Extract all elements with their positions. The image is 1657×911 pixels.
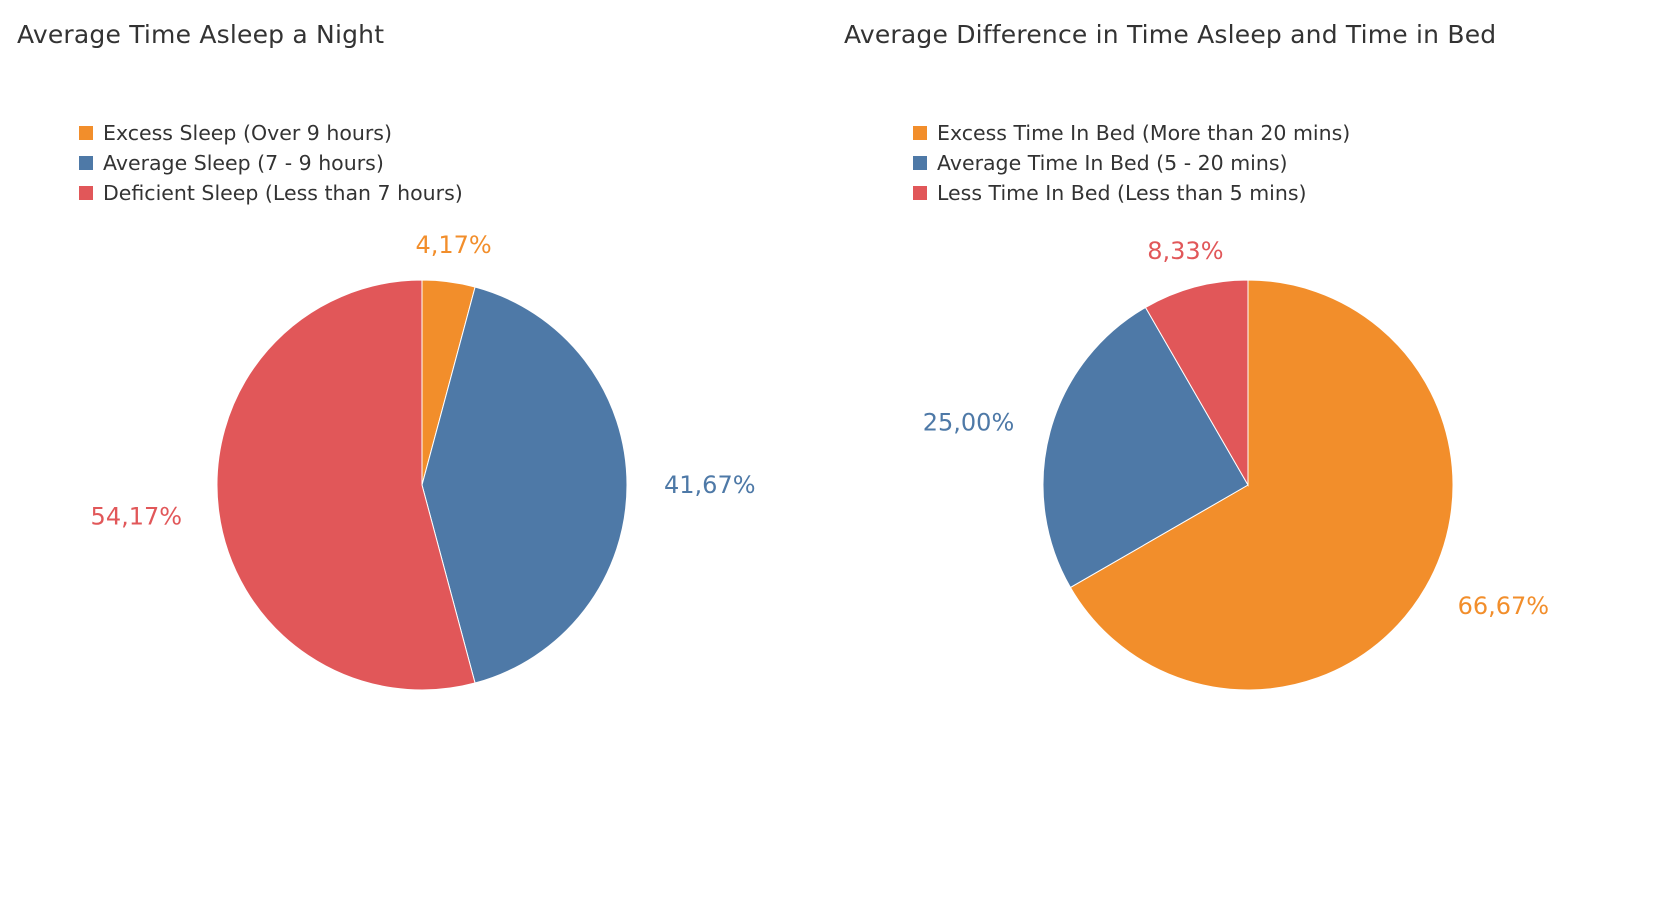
legend-item-deficient-sleep[interactable]: Deficient Sleep (Less than 7 hours) [79,178,463,208]
legend-item-label: Average Sleep (7 - 9 hours) [103,151,384,175]
legend-item-label: Excess Sleep (Over 9 hours) [103,121,392,145]
pie-slice-2[interactable] [216,279,476,691]
sleep-duration-chart-panel: Average Time Asleep a Night Excess Sleep… [0,0,828,911]
pie-slice-2[interactable] [1144,279,1249,487]
sleep-duration-pie: 4,17% 41,67% 54,17% [91,231,756,691]
legend-swatch-blue [913,156,927,170]
legend-swatch-red [913,186,927,200]
pie-slice-0[interactable] [1069,279,1454,691]
pie-slice-label-0: 4,17% [415,231,491,259]
legend-item-label: Less Time In Bed (Less than 5 mins) [937,181,1307,205]
legend-item-excess-sleep[interactable]: Excess Sleep (Over 9 hours) [79,118,463,148]
bed-time-difference-chart-panel: Average Difference in Time Asleep and Ti… [828,0,1657,911]
legend-swatch-red [79,186,93,200]
pie-slice-1[interactable] [421,286,628,684]
pie-slice-1[interactable] [1042,306,1249,589]
chart-legend: Excess Time In Bed (More than 20 mins) A… [913,118,1350,208]
pie-slice-label-0: 66,67% [1458,592,1550,620]
legend-swatch-blue [79,156,93,170]
chart-title: Average Difference in Time Asleep and Ti… [844,20,1497,49]
legend-swatch-orange [913,126,927,140]
legend-item-less-time-in-bed[interactable]: Less Time In Bed (Less than 5 mins) [913,178,1350,208]
legend-item-label: Deficient Sleep (Less than 7 hours) [103,181,463,205]
chart-legend: Excess Sleep (Over 9 hours) Average Slee… [79,118,463,208]
legend-swatch-orange [79,126,93,140]
legend-item-average-sleep[interactable]: Average Sleep (7 - 9 hours) [79,148,463,178]
pie-slice-label-1: 25,00% [923,408,1015,436]
legend-item-label: Excess Time In Bed (More than 20 mins) [937,121,1351,145]
chart-title: Average Time Asleep a Night [17,20,385,49]
pie-slice-label-2: 8,33% [1147,237,1223,265]
legend-item-label: Average Time In Bed (5 - 20 mins) [937,151,1288,175]
pie-slice-label-2: 54,17% [91,503,183,531]
legend-item-excess-time-in-bed[interactable]: Excess Time In Bed (More than 20 mins) [913,118,1350,148]
legend-item-average-time-in-bed[interactable]: Average Time In Bed (5 - 20 mins) [913,148,1350,178]
pie-slice-label-1: 41,67% [664,471,756,499]
bed-time-difference-pie: 66,67% 25,00% 8,33% [923,237,1550,691]
